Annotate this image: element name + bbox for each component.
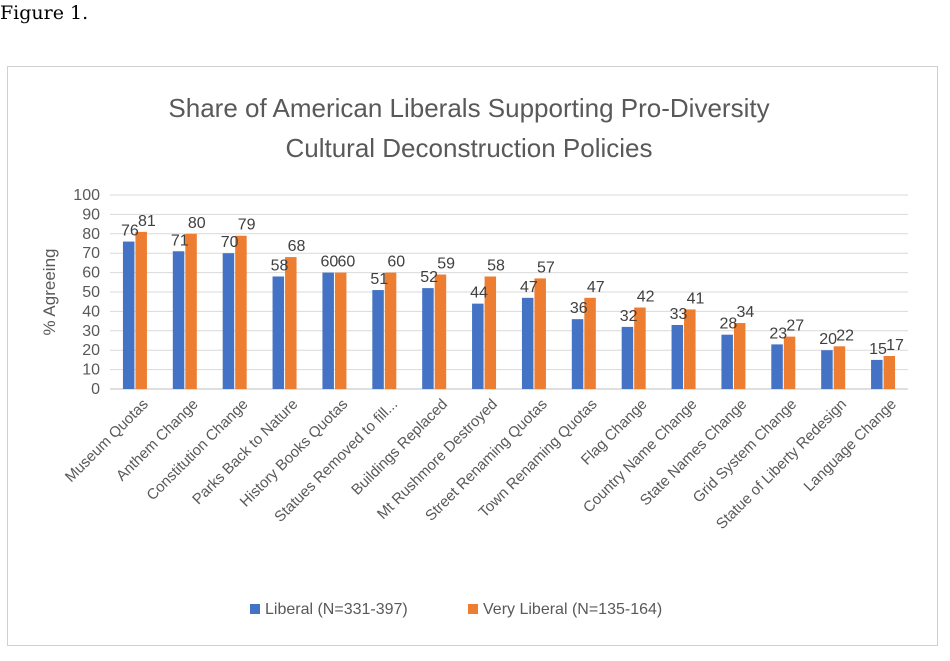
- data-label: 22: [836, 327, 854, 344]
- bar-liberal: [372, 290, 384, 389]
- bar-very-liberal: [833, 346, 846, 389]
- bar-liberal: [272, 276, 285, 389]
- data-label: 51: [370, 271, 388, 288]
- category-label: Language Change: [801, 396, 900, 495]
- data-label: 17: [886, 337, 904, 354]
- data-label: 76: [121, 223, 139, 240]
- legend-swatch-liberal: [250, 604, 260, 614]
- y-tick-label: 20: [82, 342, 100, 359]
- bar-liberal: [771, 344, 783, 389]
- data-label: 70: [221, 234, 239, 251]
- figure-caption: Figure 1.: [0, 2, 89, 24]
- legend-label-liberal: Liberal (N=331-397): [265, 601, 408, 618]
- data-label: 47: [520, 279, 538, 296]
- data-label: 57: [537, 259, 555, 276]
- data-label: 60: [338, 254, 356, 271]
- y-tick-label: 40: [82, 303, 100, 320]
- y-tick-label: 70: [82, 245, 100, 262]
- bar-very-liberal: [484, 276, 497, 389]
- data-label: 68: [288, 238, 306, 255]
- data-label: 34: [737, 304, 755, 321]
- data-label: 23: [769, 325, 787, 342]
- bar-very-liberal: [334, 272, 347, 389]
- bar-liberal: [422, 288, 434, 389]
- bar-liberal: [122, 241, 135, 389]
- bar-very-liberal: [584, 297, 596, 389]
- bar-very-liberal: [783, 336, 796, 389]
- bar-very-liberal: [434, 274, 447, 389]
- data-label: 71: [171, 232, 189, 249]
- data-label: 79: [238, 217, 256, 234]
- y-tick-label: 100: [73, 187, 100, 204]
- bar-very-liberal: [883, 356, 896, 389]
- bar-liberal: [322, 272, 334, 389]
- bar-liberal: [521, 297, 534, 389]
- bar-very-liberal: [634, 307, 646, 389]
- bar-liberal: [871, 359, 883, 389]
- data-label: 58: [487, 257, 505, 274]
- data-label: 60: [321, 254, 339, 271]
- y-tick-label: 50: [82, 284, 100, 301]
- category-label: Museum Quotas: [62, 396, 152, 486]
- data-label: 80: [188, 215, 206, 232]
- data-label: 41: [687, 290, 705, 307]
- y-tick-label: 10: [82, 362, 100, 379]
- bar-liberal: [472, 303, 484, 389]
- data-label: 42: [637, 289, 655, 306]
- data-label: 28: [720, 316, 738, 333]
- bar-very-liberal: [285, 257, 297, 389]
- bar-very-liberal: [534, 278, 546, 389]
- legend: Liberal (N=331-397) Very Liberal (N=135-1…: [250, 601, 662, 618]
- bar-liberal: [222, 253, 235, 389]
- bars: [122, 231, 896, 389]
- data-label: 15: [869, 341, 887, 358]
- data-label: 20: [819, 331, 837, 348]
- y-tick-label: 60: [82, 265, 100, 282]
- data-label: 58: [271, 257, 289, 274]
- bar-liberal: [671, 324, 684, 389]
- data-label: 32: [620, 308, 638, 325]
- y-tick-label: 90: [82, 206, 100, 223]
- chart-title-line-2: Cultural Deconstruction Policies: [285, 133, 652, 163]
- category-label: Buildings Replaced: [348, 396, 451, 499]
- data-label: 33: [670, 306, 688, 323]
- bar-very-liberal: [684, 309, 696, 389]
- legend-swatch-very-liberal: [468, 604, 478, 614]
- y-tick-labels: 0 10 20 30 40 50 60 70 80 90 100: [73, 187, 100, 398]
- y-tick-label: 80: [82, 226, 100, 243]
- bar-very-liberal: [135, 231, 147, 389]
- bar-very-liberal: [384, 272, 397, 389]
- chart-title-line-1: Share of American Liberals Supporting Pr…: [168, 93, 769, 123]
- bar-liberal: [621, 326, 634, 389]
- data-label: 52: [420, 269, 438, 286]
- bar-liberal: [821, 350, 833, 389]
- y-tick-label: 30: [82, 323, 100, 340]
- bar-very-liberal: [185, 233, 197, 389]
- data-label: 59: [437, 256, 455, 273]
- y-tick-label: 0: [91, 381, 100, 398]
- bar-very-liberal: [733, 323, 746, 389]
- bar-liberal: [721, 334, 733, 389]
- data-label: 44: [470, 285, 488, 302]
- y-axis-label: % Agreeing: [40, 249, 59, 336]
- legend-label-very-liberal: Very Liberal (N=135-164): [483, 601, 662, 618]
- bar-very-liberal: [235, 235, 247, 389]
- data-label: 47: [587, 279, 605, 296]
- data-label: 36: [570, 300, 588, 317]
- data-label: 60: [387, 254, 405, 271]
- data-label: 27: [786, 318, 804, 335]
- data-label: 81: [138, 213, 156, 230]
- bar-liberal: [172, 251, 185, 389]
- bar-liberal: [571, 319, 584, 389]
